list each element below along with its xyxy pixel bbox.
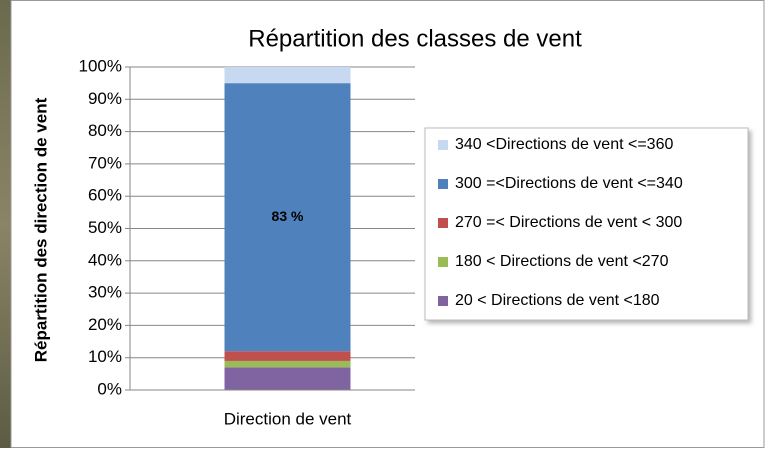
bar-segment — [224, 83, 351, 352]
legend-swatch — [438, 179, 448, 189]
y-tick-label: 40% — [88, 250, 122, 269]
y-tick-label: 0% — [97, 379, 122, 398]
chart-title: Répartition des classes de vent — [248, 25, 582, 52]
legend-swatch — [438, 257, 448, 267]
y-tick-label: 20% — [88, 315, 122, 334]
legend-swatch — [438, 140, 448, 150]
legend-label: 180 < Directions de vent <270 — [455, 253, 669, 270]
x-tick-label: Direction de vent — [224, 409, 352, 428]
legend-swatch — [438, 218, 448, 228]
y-tick-label: 10% — [88, 347, 122, 366]
legend-box — [424, 127, 749, 321]
legend-label: 20 < Directions de vent <180 — [455, 292, 660, 309]
y-tick-label: 90% — [88, 89, 122, 108]
y-tick-label: 50% — [88, 218, 122, 237]
legend-swatch — [438, 296, 448, 306]
legend-label: 340 <Directions de vent <=360 — [455, 136, 673, 153]
background-strip — [0, 0, 12, 448]
bar-segment — [224, 351, 351, 361]
bar-segment — [224, 67, 351, 84]
y-axis-title: Répartition des direction de vent — [31, 97, 50, 362]
bar-segment — [224, 360, 351, 368]
data-label: 83 % — [272, 208, 304, 224]
y-tick-label: 30% — [88, 283, 122, 302]
legend-label: 270 =< Directions de vent < 300 — [455, 214, 682, 231]
legend-label: 300 =<Directions de vent <=340 — [455, 175, 683, 192]
y-tick-label: 80% — [88, 121, 122, 140]
bar-segment — [224, 367, 351, 390]
y-tick-label: 100% — [79, 56, 122, 75]
y-tick-label: 70% — [88, 153, 122, 172]
y-tick-label: 60% — [88, 186, 122, 205]
